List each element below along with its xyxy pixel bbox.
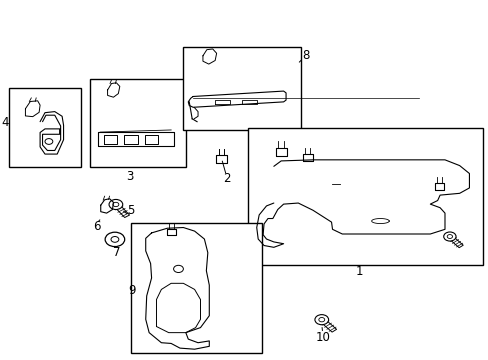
Text: 6: 6 xyxy=(93,220,101,233)
Text: 3: 3 xyxy=(125,170,133,183)
Text: 5: 5 xyxy=(127,204,135,217)
Text: 9: 9 xyxy=(128,284,136,297)
Text: 7: 7 xyxy=(112,246,120,259)
Circle shape xyxy=(447,235,451,238)
Bar xyxy=(183,47,300,130)
Circle shape xyxy=(443,232,455,241)
Text: 1: 1 xyxy=(355,265,363,278)
Bar xyxy=(90,79,185,167)
Circle shape xyxy=(173,265,183,273)
Circle shape xyxy=(105,232,124,247)
Text: 10: 10 xyxy=(315,331,329,344)
Bar xyxy=(131,223,262,353)
Circle shape xyxy=(113,202,119,207)
Text: 4: 4 xyxy=(1,116,9,129)
Text: 8: 8 xyxy=(301,49,309,62)
Circle shape xyxy=(111,237,119,242)
Text: 2: 2 xyxy=(222,172,230,185)
Circle shape xyxy=(45,139,53,144)
Circle shape xyxy=(109,199,122,210)
Circle shape xyxy=(318,318,324,322)
Bar xyxy=(9,88,81,167)
Bar xyxy=(248,128,482,265)
Circle shape xyxy=(314,315,328,325)
